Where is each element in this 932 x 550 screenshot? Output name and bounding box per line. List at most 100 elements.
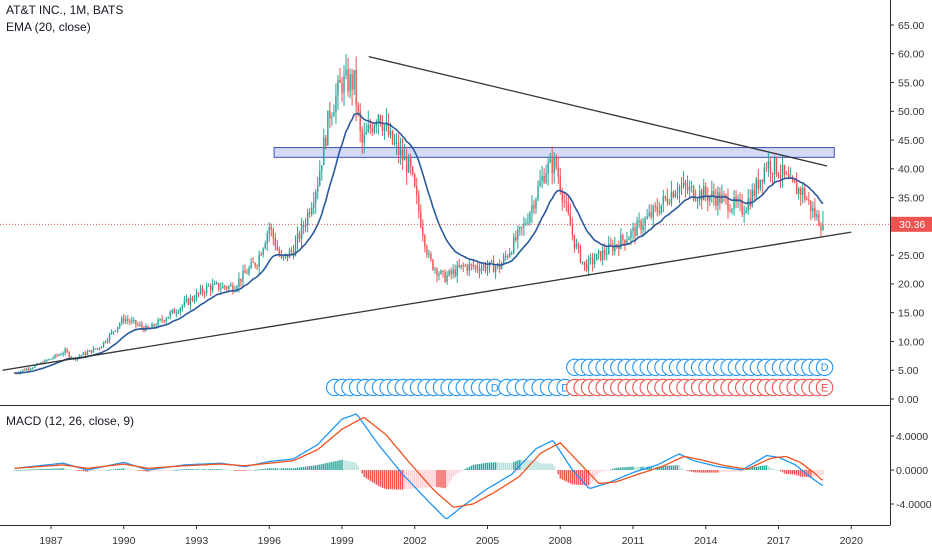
x-tick-label: 2014 [694,535,718,547]
macd-histogram-bar [486,462,489,470]
macd-histogram-bar [333,461,335,470]
macd-histogram-bar [818,470,820,476]
macd-histogram-bar [541,463,543,470]
macd-histogram-bar [367,470,369,480]
macd-histogram-bar [709,470,711,473]
candle-body [118,323,121,327]
macd-histogram-bar [741,470,743,472]
macd-histogram-bar [21,469,24,471]
macd-histogram-bar [256,469,258,471]
candle-body [335,95,337,113]
macd-histogram-bar [268,468,270,470]
macd-histogram-bar [614,468,616,470]
macd-histogram-bar [296,467,299,470]
signal-line [14,416,824,508]
candle [739,192,741,212]
candle [715,188,717,211]
macd-histogram-bar [640,466,642,470]
candle-body [800,188,802,196]
price-legend: AT&T INC., 1M, BATS EMA (20, close) [6,2,123,36]
macd-histogram-bar [335,461,337,470]
candle-body [715,197,717,206]
candle [185,294,188,304]
candle [719,187,721,211]
candle [349,68,351,99]
macd-histogram-bar [506,462,509,470]
candle-body [543,175,545,183]
candle [757,168,760,195]
candle [668,198,671,205]
macd-histogram-bar [700,470,703,473]
price-pane[interactable]: D D ED [0,53,890,397]
macd-histogram-bar [327,462,329,470]
y-tick-label: 60.00 [898,49,924,61]
y-tick-label: 15.00 [898,307,924,319]
macd-histogram-bar [187,469,190,470]
candle [244,264,246,274]
candle [618,240,620,256]
candle [179,307,182,316]
y-tick-label: 50.00 [898,106,924,118]
macd-histogram-bar [711,470,713,473]
candle-body [365,131,367,135]
candle-body [242,270,244,282]
candle-body [169,312,171,317]
candle [636,216,638,237]
candle-body [741,200,743,215]
candle [333,104,335,117]
candle [248,265,250,276]
marker-label: E [821,382,828,394]
candle-body [133,319,135,321]
macd-histogram-bar [137,470,139,471]
candle-body [185,298,188,301]
candle [456,260,458,283]
candle [579,244,582,264]
candle [401,138,404,170]
candle-body [698,190,701,200]
candle [319,160,321,187]
macd-histogram-bar [601,470,604,472]
macd-histogram-bar [773,468,776,470]
macd-histogram-bar [185,469,188,470]
macd-histogram-bar [125,468,127,470]
macd-histogram-bar [80,470,83,471]
candle-body [640,220,642,230]
candle [785,171,788,176]
macd-histogram-bar [323,463,325,470]
candle [795,172,798,195]
candle [139,321,141,327]
candle [694,189,697,202]
candle [409,153,412,176]
candle-body [395,142,398,144]
candle [422,219,424,242]
candle-body [203,292,206,294]
candle [563,192,566,208]
candle-body [777,174,780,176]
macd-histogram-bar [341,459,343,470]
candle-body [56,354,58,356]
macd-histogram-bar [191,469,194,470]
candle [373,123,376,135]
candle-body [658,211,660,213]
candle [92,346,95,353]
ema-legend: EMA (20, close) [6,20,91,34]
macd-histogram-bar [84,470,87,472]
candle-body [430,254,432,260]
macd-histogram-bar [337,460,339,470]
candle [371,123,374,136]
macd-histogram-bar [767,466,770,470]
candle [585,259,588,273]
candle [90,350,93,354]
candle [662,189,665,213]
macd-pane[interactable] [13,413,824,520]
macd-histogram-bar [135,470,137,471]
macd-histogram-bar [648,466,650,470]
candle-body [785,173,788,175]
candle-body [308,212,311,215]
candle [612,239,614,256]
candle-body [238,278,240,287]
candle-body [713,191,715,198]
candle [191,295,194,303]
macd-histogram-bar [551,463,553,470]
